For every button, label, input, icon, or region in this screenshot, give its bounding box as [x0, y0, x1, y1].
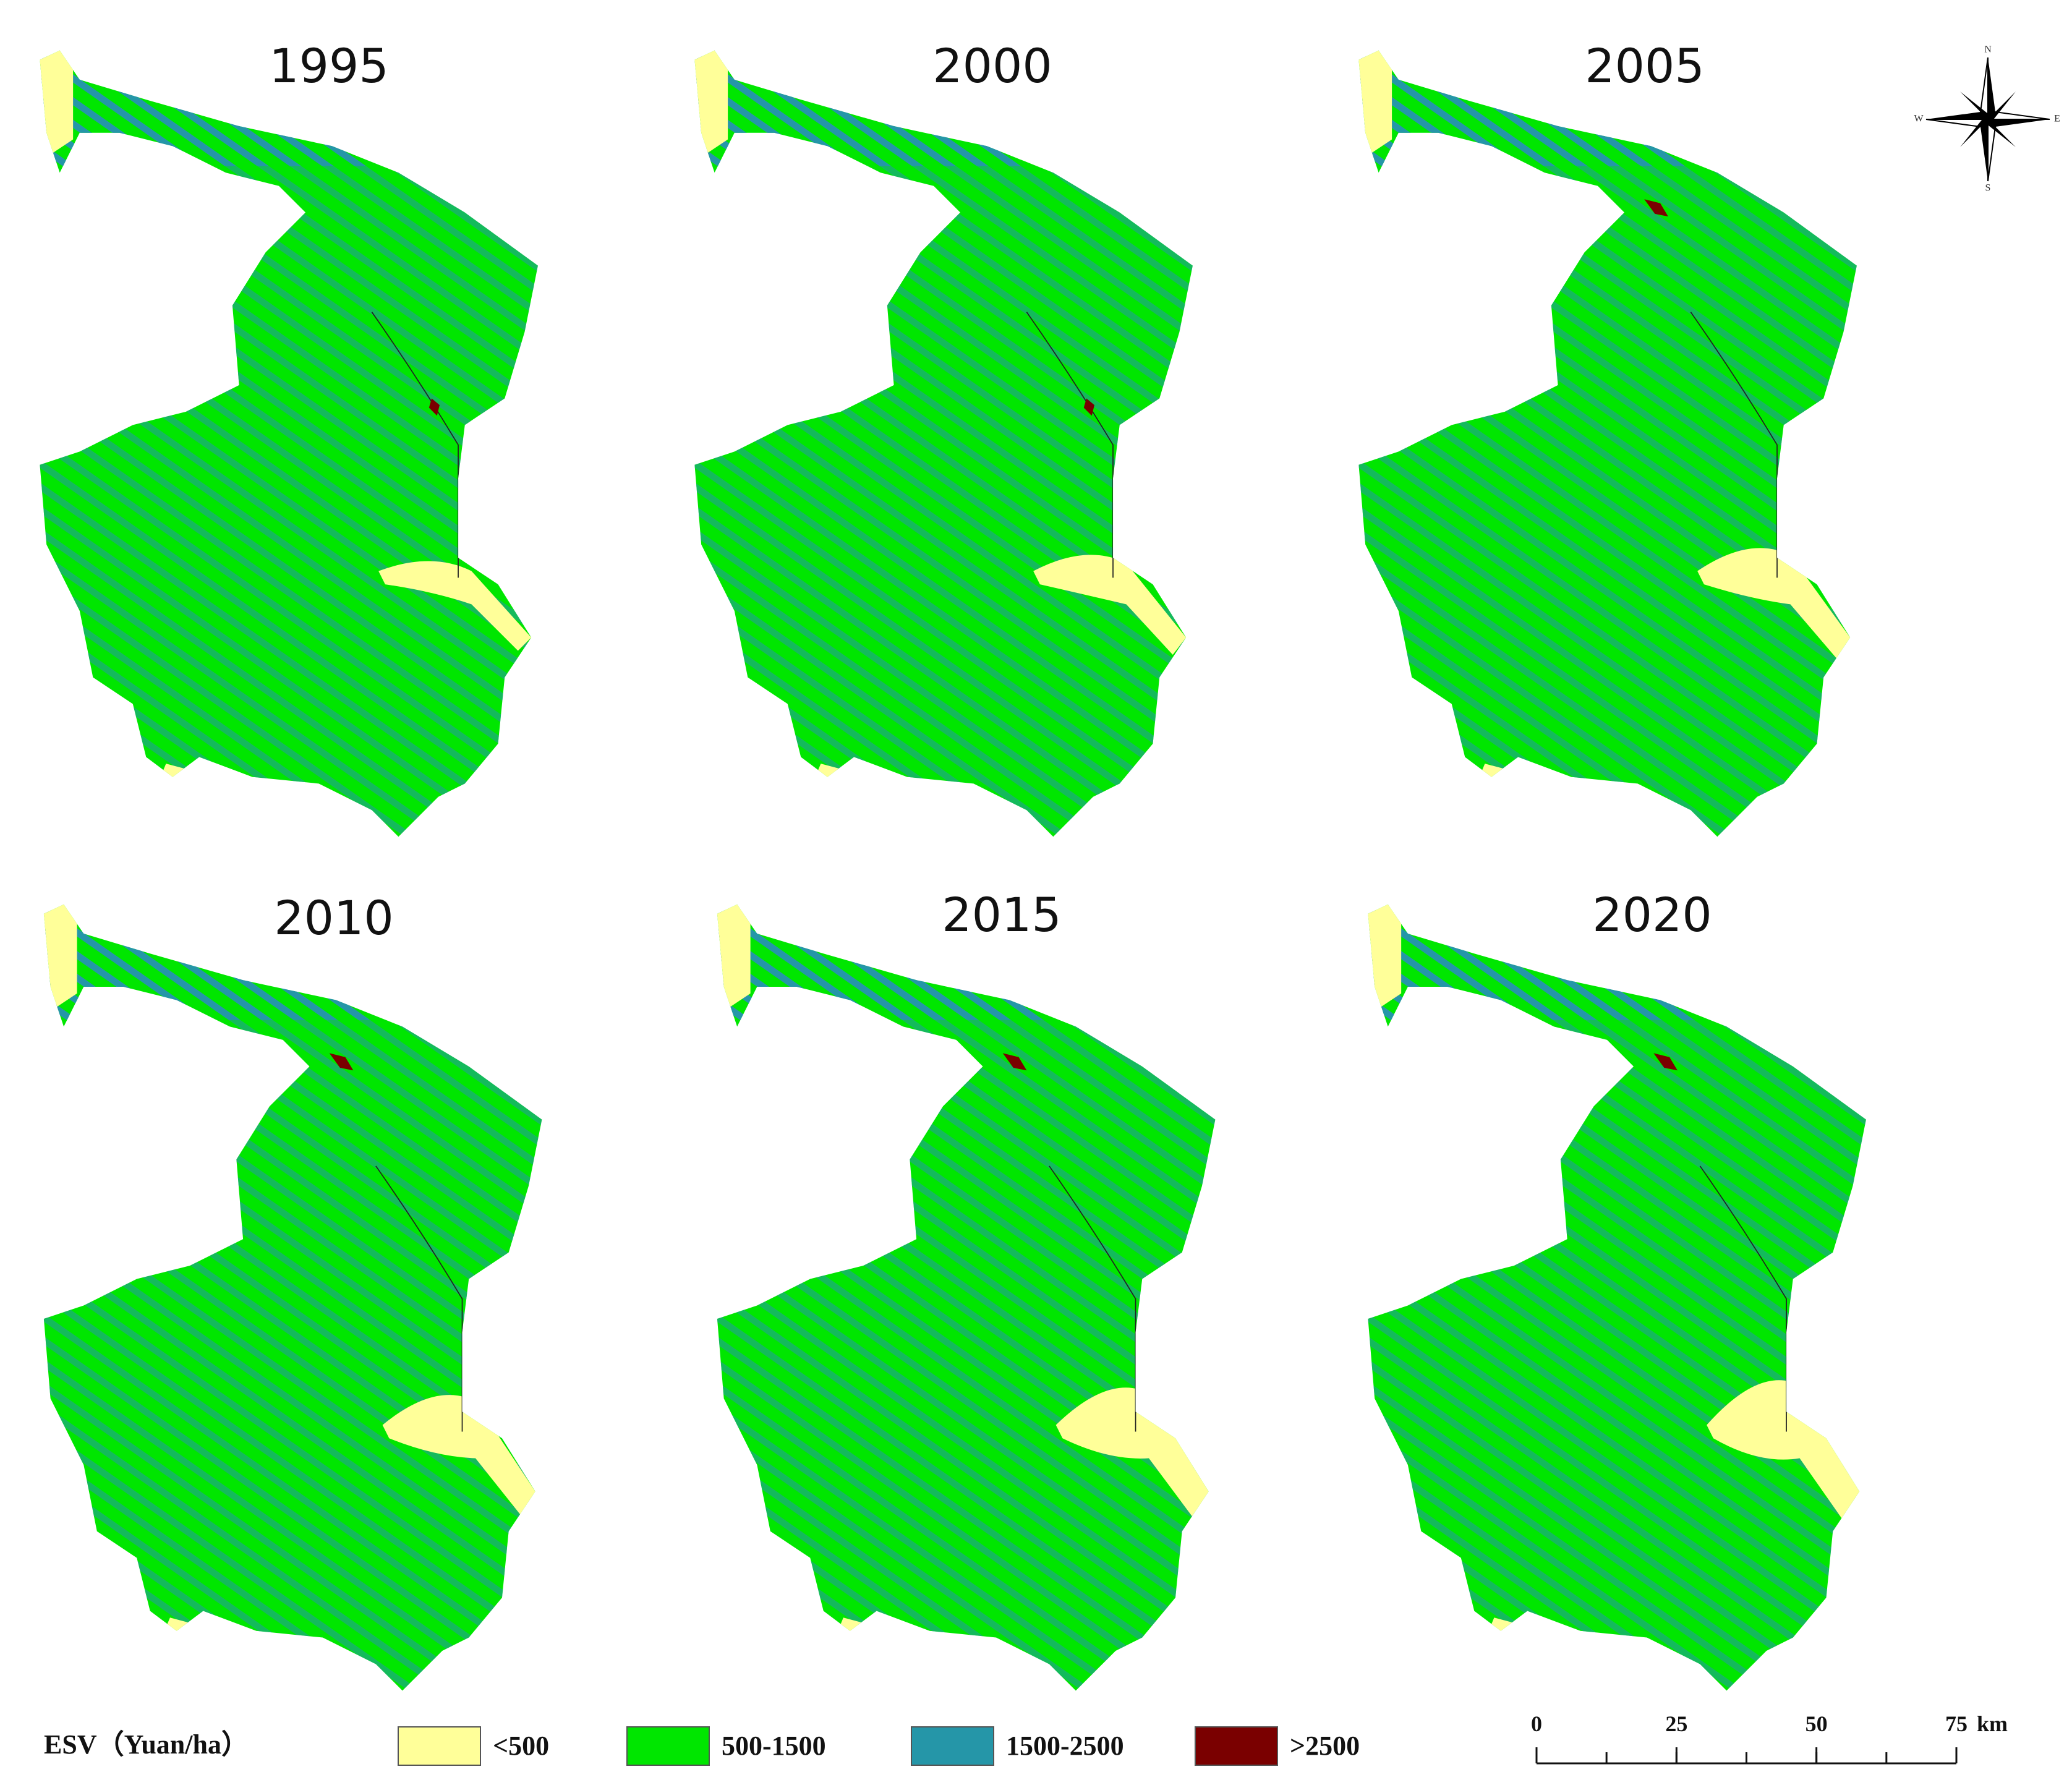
legend-label: 1500-2500: [1006, 1731, 1124, 1761]
panel-title: 2005: [1585, 38, 1704, 93]
river: [1699, 1165, 1787, 1432]
compass-e: E: [2054, 114, 2060, 124]
river: [375, 1165, 463, 1432]
region-detail: [40, 50, 538, 837]
low-value-valley: [1707, 1380, 1860, 1525]
compass-s: S: [1985, 183, 1991, 194]
legend-swatch: [626, 1726, 710, 1766]
river: [371, 312, 459, 578]
scale-tick-label: 0: [1531, 1711, 1542, 1736]
scale-bar: 0 25 50 75 km: [1531, 1711, 2008, 1765]
legend-swatch: [398, 1726, 481, 1766]
region-detail: [717, 904, 1216, 1691]
map-panel: [40, 50, 538, 837]
legend-label: >2500: [1290, 1731, 1360, 1761]
river: [1690, 312, 1778, 578]
compass: N S E W: [1914, 45, 2060, 194]
panel-title: 2015: [942, 887, 1061, 942]
stream-network: [717, 904, 1216, 1691]
map-panel: [694, 50, 1193, 837]
legend-swatch: [1195, 1726, 1278, 1766]
low-value-valley: [378, 561, 532, 651]
high-value-patch: [1644, 199, 1668, 217]
legend-title: ESV（Yuan/ha）: [44, 1729, 249, 1760]
legend: ESV（Yuan/ha） <500 500-1500 1500-2500 >2500: [44, 1726, 1360, 1766]
high-value-patch: [428, 398, 440, 416]
legend-label: <500: [493, 1731, 549, 1761]
low-value-valley: [382, 1395, 535, 1517]
stream-network: [40, 50, 538, 837]
scale-tick-label: 50: [1806, 1711, 1828, 1736]
scale-tick-label: 75: [1945, 1711, 1968, 1736]
stream-network: [1368, 904, 1866, 1691]
stream-network: [1358, 50, 1857, 837]
map-panel: [717, 904, 1216, 1691]
map-panel: [1358, 50, 1857, 837]
region-detail: [1368, 904, 1866, 1691]
high-value-patch: [1002, 1053, 1027, 1071]
high-value-patch: [1653, 1053, 1678, 1071]
low-value-valley: [1033, 555, 1187, 655]
panel-title: 2020: [1592, 887, 1712, 942]
river: [1049, 1165, 1136, 1432]
panel-title: 2010: [274, 890, 393, 945]
map-panel: [1368, 904, 1866, 1691]
region-detail: [1358, 50, 1857, 837]
river: [1026, 312, 1114, 578]
high-value-patch: [329, 1053, 354, 1071]
stream-network: [43, 904, 542, 1691]
scale-tick-label: 25: [1665, 1711, 1687, 1736]
stream-network: [694, 50, 1193, 837]
map-panel: [43, 904, 542, 1691]
region-detail: [43, 904, 542, 1691]
panel-title: 1995: [269, 38, 388, 93]
high-value-patch: [1083, 398, 1094, 416]
region-detail: [694, 50, 1193, 837]
legend-label: 500-1500: [722, 1731, 826, 1761]
maps: [40, 50, 1866, 1691]
panel-title: 2000: [932, 38, 1052, 93]
low-value-valley: [1697, 548, 1851, 659]
legend-swatch: [911, 1726, 994, 1766]
compass-n: N: [1984, 45, 1992, 55]
scale-unit: km: [1977, 1711, 2008, 1736]
compass-w: W: [1914, 114, 1924, 124]
low-value-valley: [1055, 1387, 1209, 1521]
